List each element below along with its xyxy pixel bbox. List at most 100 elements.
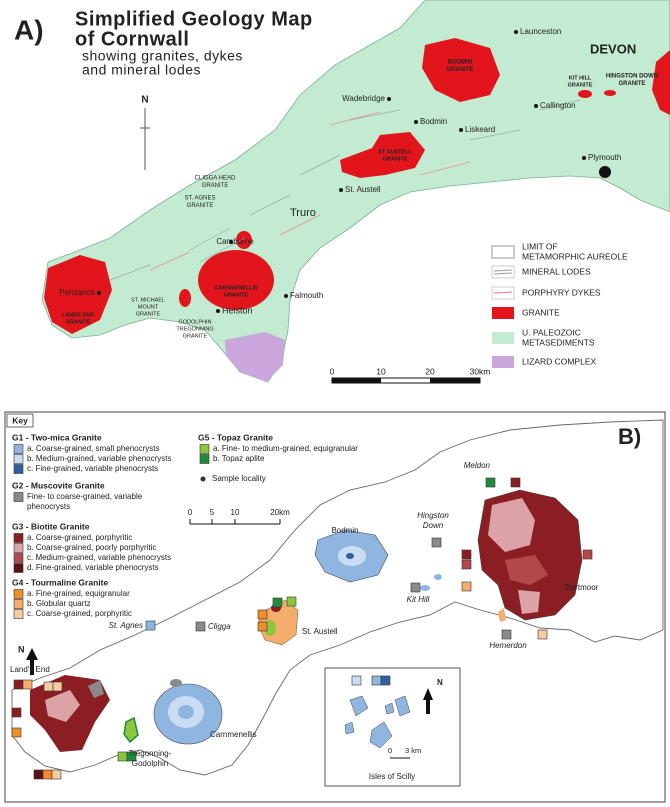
- key-item: b. Coarse-grained, poorly porphyritic: [27, 543, 156, 552]
- place-label: Meldon: [464, 461, 491, 470]
- legend-symbol: [493, 291, 513, 294]
- place-label: Plymouth: [588, 153, 621, 162]
- panel-b: [4, 411, 666, 803]
- plymouth-marker: [599, 166, 611, 178]
- key-swatch: [13, 589, 24, 599]
- key-group-title: G3 - Biotite Granite: [12, 521, 90, 531]
- legend-label: PORPHYRY DYKES: [522, 287, 601, 297]
- granite-carnmenellis-g2: [170, 679, 182, 687]
- town-dot: [514, 30, 518, 34]
- place-label: GRANITE: [447, 67, 474, 73]
- place-label: Bodmin: [331, 526, 358, 535]
- key-item: a. Coarse-grained, porphyritic: [27, 533, 132, 542]
- legend-label: GRANITE: [522, 307, 560, 317]
- place-label: CLIGGA HEAD: [195, 176, 236, 182]
- granite-lands-end-g2: [88, 680, 104, 698]
- granite-st-austell: [340, 132, 425, 178]
- key-group-title: G1 - Two-mica Granite: [12, 432, 102, 442]
- place-label: GRANITE: [224, 292, 249, 298]
- map-title: of Cornwall: [75, 28, 189, 50]
- granite-carnmenellis: [198, 250, 274, 310]
- granite-tregonning: [123, 716, 139, 744]
- key-swatch: [13, 609, 24, 619]
- key-swatch: [13, 464, 24, 474]
- place-label: GODOLPHIN: [178, 319, 211, 325]
- key-swatch: [13, 533, 24, 543]
- key-swatch: [13, 543, 24, 553]
- granite-dartmoor-e: [518, 590, 540, 614]
- place-label: CARNMENELLIS: [214, 285, 258, 291]
- inset-title: Isles of Scilly: [369, 772, 415, 781]
- key-item: b. Medium-grained, variable phenocrysts: [27, 454, 172, 463]
- scale-bar: [189, 519, 281, 525]
- key-swatch: [199, 444, 210, 454]
- place-label: ST AUSTELL: [378, 149, 412, 155]
- place-label: Falmouth: [290, 291, 323, 300]
- north-label: N: [141, 95, 148, 106]
- scilly-islands: [344, 695, 411, 749]
- mineral-lodes: [109, 99, 581, 281]
- key-item: Sample locality: [212, 474, 266, 483]
- scale-label: 0: [330, 366, 335, 376]
- town-dot: [216, 309, 220, 313]
- place-label: LANDS END: [62, 312, 94, 318]
- place-label: GRANITE: [183, 333, 208, 339]
- town-dot: [387, 97, 391, 101]
- key-item: c. Coarse-grained, porphyritic: [27, 609, 132, 618]
- place-label: GRANITE: [136, 311, 161, 317]
- granite-lands-end-core: [45, 690, 80, 722]
- place-label: ST. MICHAEL: [131, 297, 165, 303]
- key-swatch: [13, 599, 24, 609]
- place-label: St. Austell: [302, 627, 338, 636]
- place-label: Launceston: [520, 27, 561, 36]
- place-label: Camborne: [216, 237, 254, 246]
- place-label: St. Agnes: [109, 621, 143, 630]
- legend-symbol: [491, 245, 515, 259]
- inset-north-arrow: [423, 688, 433, 714]
- key-item: a. Fine- to medium-grained, equigranular: [213, 444, 358, 453]
- north-arrow: [26, 648, 38, 675]
- town-dot: [459, 128, 463, 132]
- key-group-title: G4 - Tourmaline Granite: [12, 577, 108, 587]
- granite-hemerdon: [498, 608, 506, 622]
- key-item: b. Globular quartz: [27, 599, 91, 608]
- legend-symbol: [492, 307, 514, 319]
- inset-squares: [351, 675, 391, 686]
- key-title-box: [6, 413, 34, 428]
- town-dot: [97, 291, 101, 295]
- granite-kit-hill: [420, 585, 430, 591]
- legend-symbol: [491, 265, 515, 279]
- town-dot: [284, 294, 288, 298]
- place-label: Bodmin: [420, 117, 447, 126]
- place-label: GRANITE: [66, 319, 91, 325]
- place-label: GRANITE: [187, 203, 214, 209]
- key-swatch: [13, 444, 24, 454]
- panel-label: A): [14, 14, 44, 45]
- place-label: Carnmenellis: [210, 730, 257, 739]
- key-item: b. Topaz aplite: [213, 454, 265, 463]
- place-label: GRANITE: [383, 156, 408, 162]
- scale-bar-fill: [332, 378, 381, 383]
- sample-locality-dot: [200, 476, 206, 482]
- place-label: Kit Hill: [407, 595, 430, 604]
- scale-label: 5: [210, 508, 215, 517]
- place-label: Cligga: [208, 622, 231, 631]
- scale-bar-fill: [430, 378, 480, 383]
- town-dot: [339, 188, 343, 192]
- key-item: Fine- to coarse-grained, variable: [27, 492, 143, 501]
- scale-label: 10: [376, 366, 386, 376]
- key-item: a. Fine-grained, equigranular: [27, 589, 130, 598]
- key-item: phenocrysts: [27, 502, 70, 511]
- place-label: Truro: [290, 207, 316, 219]
- scale-label: 20: [425, 366, 435, 376]
- key-group-title: G5 - Topaz Granite: [198, 432, 273, 442]
- granite-hingston: [604, 90, 616, 96]
- place-label: Hemerdon: [489, 641, 527, 650]
- granite-bodmin: [422, 38, 500, 102]
- scale-label: 0: [188, 508, 193, 517]
- place-label: Hingston: [417, 511, 449, 520]
- place-label: ST. AGNES: [184, 196, 215, 202]
- place-label: Callington: [540, 101, 576, 110]
